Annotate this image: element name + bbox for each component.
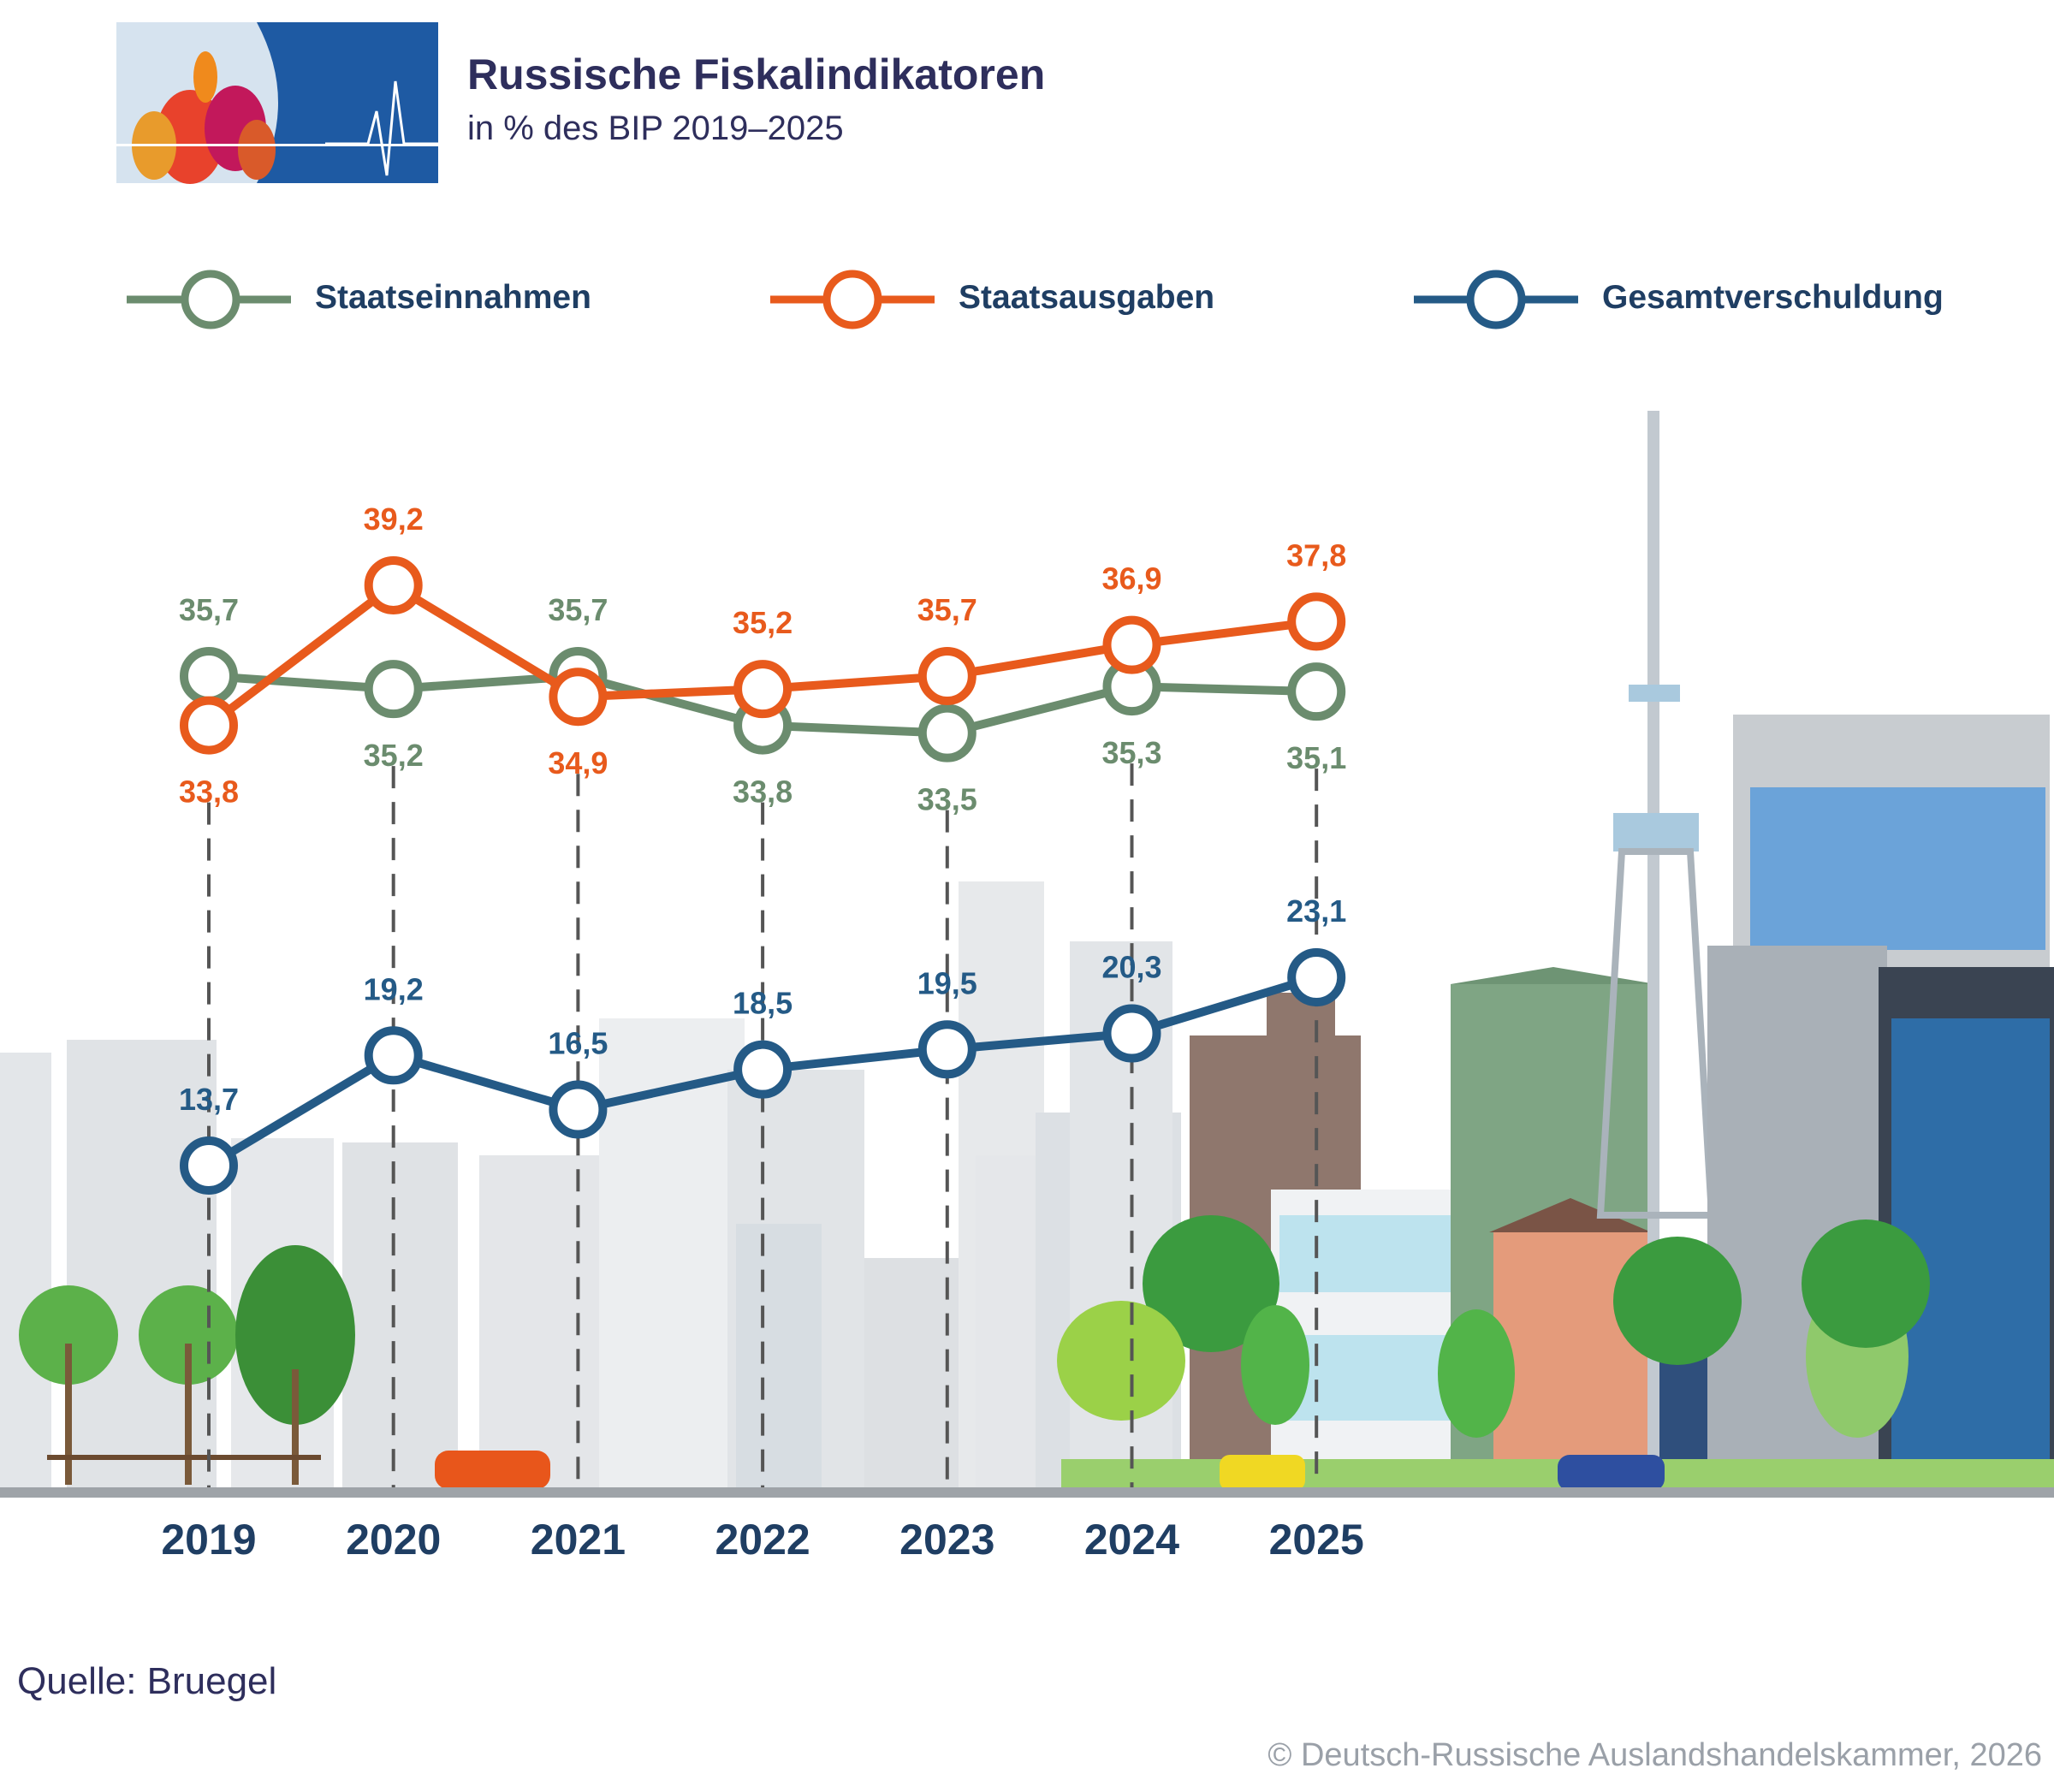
spending-point-2024 <box>1102 615 1161 674</box>
chart-subtitle: in % des BIP 2019–2025 <box>467 110 844 147</box>
city-background <box>0 411 2054 1498</box>
revenue-label-2024: 35,3 <box>1101 735 1161 770</box>
debt-label-2025: 23,1 <box>1286 893 1346 929</box>
x-tick-2025: 2025 <box>1269 1516 1364 1564</box>
legend-revenue-label: Staatseinnahmen <box>315 279 591 316</box>
spending-label-2024: 36,9 <box>1101 561 1161 596</box>
legend-debt-label: Gesamtverschuldung <box>1602 279 1944 316</box>
spending-point-2021 <box>549 668 608 727</box>
debt-point-2025 <box>1287 948 1346 1007</box>
revenue-point-2025 <box>1287 662 1346 721</box>
spending-point-2019 <box>180 696 238 755</box>
revenue-point-2020 <box>364 660 423 719</box>
revenue-label-2019: 35,7 <box>179 592 239 627</box>
revenue-point-2019 <box>180 647 238 705</box>
x-tick-2022: 2022 <box>715 1516 810 1564</box>
spending-point-2020 <box>364 555 423 614</box>
revenue-label-2022: 33,8 <box>733 774 793 810</box>
debt-label-2023: 19,5 <box>917 965 977 1000</box>
legend-spending-label: Staatsausgaben <box>959 279 1215 316</box>
revenue-label-2023: 33,5 <box>917 782 977 817</box>
spending-point-2025 <box>1287 592 1346 651</box>
copyright-note: © Deutsch-Russische Auslandshandelskamme… <box>1267 1737 2042 1773</box>
spending-label-2023: 35,7 <box>917 592 977 627</box>
debt-point-2021 <box>549 1080 608 1139</box>
x-tick-2024: 2024 <box>1084 1516 1179 1564</box>
spending-label-2020: 39,2 <box>364 501 424 537</box>
spending-label-2021: 34,9 <box>548 745 608 780</box>
source-note: Quelle: Bruegel <box>17 1660 277 1702</box>
debt-point-2020 <box>364 1026 423 1085</box>
debt-point-2024 <box>1102 1004 1161 1063</box>
x-tick-2019: 2019 <box>161 1516 256 1564</box>
debt-point-2022 <box>733 1040 793 1099</box>
legend-revenue-marker <box>181 270 240 329</box>
chart-title: Russische Fiskalindikatoren <box>467 50 1046 98</box>
revenue-label-2020: 35,2 <box>364 738 424 773</box>
spending-point-2022 <box>733 660 793 719</box>
debt-label-2022: 18,5 <box>733 986 793 1021</box>
debt-label-2021: 16,5 <box>548 1025 608 1060</box>
x-tick-2021: 2021 <box>531 1516 626 1564</box>
legend-spending-marker <box>822 270 882 329</box>
spending-label-2022: 35,2 <box>733 605 793 640</box>
plot-area: 35,7 33,8 13,7 2019 35,2 39,2 19,2 2020 35,7 34,9… <box>161 501 1363 1564</box>
debt-point-2019 <box>180 1136 238 1195</box>
debt-label-2019: 13,7 <box>179 1082 239 1117</box>
x-tick-2023: 2023 <box>899 1516 994 1564</box>
spending-label-2025: 37,8 <box>1286 537 1346 573</box>
legend-markers <box>127 270 1578 329</box>
debt-label-2024: 20,3 <box>1101 950 1161 985</box>
debt-label-2020: 19,2 <box>364 971 424 1006</box>
revenue-point-2023 <box>917 703 977 762</box>
revenue-label-2021: 35,7 <box>548 592 608 627</box>
x-tick-2020: 2020 <box>346 1516 441 1564</box>
revenue-label-2025: 35,1 <box>1286 740 1346 775</box>
debt-point-2023 <box>917 1020 977 1079</box>
spending-label-2019: 33,8 <box>179 774 239 810</box>
spending-point-2023 <box>917 647 977 705</box>
logo <box>116 22 438 184</box>
legend-debt-marker <box>1466 270 1526 329</box>
